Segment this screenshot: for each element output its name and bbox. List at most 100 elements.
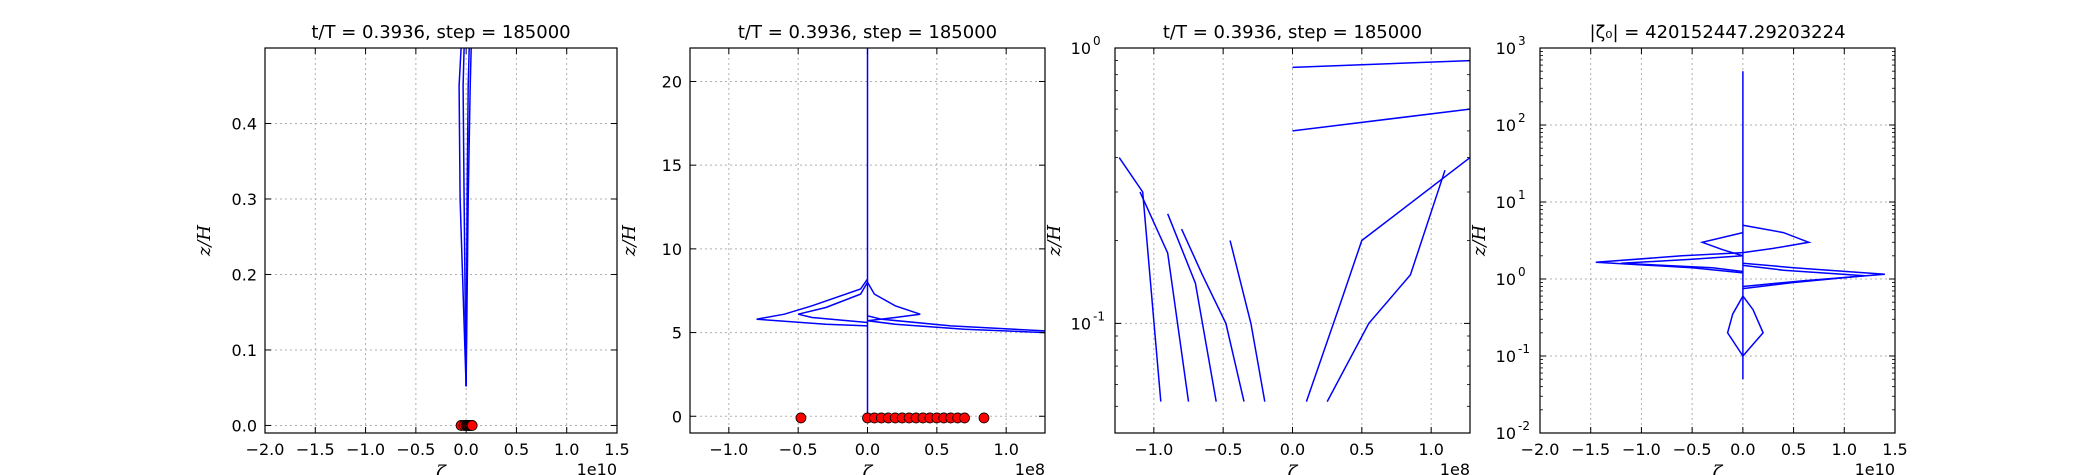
y-tick-label: 0.0 (232, 416, 257, 435)
series-line-1-6 (867, 320, 1045, 334)
y-tick-label: 10 (1496, 39, 1516, 58)
x-tick-label: 1.0 (1418, 440, 1443, 459)
x-axis-label: ζ (1713, 462, 1724, 475)
x-tick-label: −0.5 (396, 440, 435, 459)
y-tick-label: 0.3 (232, 190, 257, 209)
y-tick-label: 0.1 (232, 341, 257, 360)
series-line-1-2 (462, 48, 467, 387)
x-offset-label: 1e10 (577, 460, 617, 475)
x-tick-label: 1.0 (554, 440, 579, 459)
series-line-1-2 (1139, 191, 1190, 402)
x-tick-label: 1.0 (993, 440, 1018, 459)
series-line-1-4 (1742, 262, 1885, 288)
series-line-1-1 (1118, 157, 1162, 402)
axes-frame (1539, 47, 1896, 434)
y-tick-label: 0.4 (232, 114, 257, 133)
series-line-1-5 (1742, 264, 1865, 290)
y-tick-label: 10 (1496, 270, 1516, 289)
series-line-1-7 (1699, 231, 1744, 257)
y-tick-label: 10 (1496, 347, 1516, 366)
data-point (959, 412, 970, 424)
x-tick-label: −1.0 (1622, 440, 1661, 459)
x-axis-label: ζ (436, 462, 447, 475)
y-tick-label: 0.2 (232, 265, 257, 284)
x-tick-label: −1.0 (346, 440, 385, 459)
y-tick-label: 5 (672, 324, 682, 343)
y-tick-exponent: 3 (1518, 34, 1526, 48)
x-offset-label: 1e8 (1015, 460, 1045, 475)
chart-panel-1: −2.0 −1.5 −1.0 −0.5 0.0 0.5 1.0 1.5 0.0 0.1 0.2 0.3… (194, 22, 630, 475)
x-tick-label: 1.5 (1882, 440, 1907, 459)
x-tick-label: 0.0 (855, 440, 880, 459)
series-line-1-4 (866, 281, 921, 322)
y-tick-label: 10 (1071, 39, 1091, 58)
y-tick-label: 10 (1496, 116, 1516, 135)
y-axis-label: z/H (619, 225, 640, 258)
x-tick-label: −2.0 (246, 440, 285, 459)
series-line-1-5 (1229, 240, 1266, 402)
y-axis-label: z/H (1469, 225, 1490, 258)
y-tick-label: 10 (1496, 193, 1516, 212)
x-tick-label: −0.5 (779, 440, 818, 459)
axes-frame (1114, 47, 1471, 434)
chart-title: t/T = 0.3936, step = 185000 (311, 22, 570, 43)
y-tick-exponent: 2 (1518, 111, 1526, 125)
y-axis-label: z/H (1044, 225, 1065, 258)
x-tick-label: −0.5 (1673, 440, 1712, 459)
x-tick-label: −2.0 (1521, 440, 1560, 459)
x-tick-label: 0.5 (1781, 440, 1806, 459)
x-offset-label: 1e10 (1855, 460, 1895, 475)
plot-area (756, 48, 1045, 424)
x-tick-label: −1.5 (1571, 440, 1610, 459)
x-tick-label: 0.0 (1280, 440, 1305, 459)
y-tick-exponent: -2 (1518, 419, 1530, 433)
y-tick-exponent: 1 (1518, 188, 1526, 202)
axes-frame (264, 47, 618, 434)
x-axis-label: ζ (1288, 462, 1299, 475)
x-tick-label: 0.5 (924, 440, 949, 459)
x-tick-label: −1.0 (1134, 440, 1173, 459)
y-tick-exponent: 0 (1093, 34, 1101, 48)
series-line-1-9 (1726, 295, 1744, 357)
y-tick-exponent: 0 (1518, 265, 1526, 279)
x-tick-label: −0.5 (1204, 440, 1243, 459)
chart-title: |ζ₀| = 420152447.29203224 (1589, 22, 1845, 43)
y-tick-label: 20 (662, 72, 682, 91)
x-tick-label: 0.5 (504, 440, 529, 459)
y-tick-label: 10 (1496, 424, 1516, 443)
x-axis-label: ζ (863, 462, 874, 475)
x-tick-label: 1.0 (1832, 440, 1857, 459)
plot-area (1118, 59, 1470, 402)
series-line-1-6 (1742, 224, 1812, 254)
data-point (795, 412, 807, 424)
series-line-1-4 (1180, 228, 1245, 402)
series-line-1-8 (1742, 295, 1764, 357)
series-line-1-3 (1167, 213, 1217, 402)
x-tick-label: 0.0 (453, 440, 478, 459)
y-tick-label: 15 (662, 156, 682, 175)
y-tick-label: 10 (1071, 314, 1091, 333)
series-line-1-1 (458, 48, 467, 387)
series-line-1-2 (756, 278, 869, 327)
series-line-1-3 (798, 281, 869, 324)
chart-panel-2: −1.0 −0.5 0.0 0.5 1.0 0 5 10 15 20 t/T = 0.3936, s… (619, 22, 1046, 475)
x-tick-label: −1.0 (709, 440, 748, 459)
x-tick-label: 1.5 (604, 440, 629, 459)
y-tick-exponent: -1 (1093, 309, 1105, 323)
chart-panel-4: −2.0 −1.5 −1.0 −0.5 0.0 0.5 1.0 1.510-210-110 01… (1469, 22, 1908, 475)
series-line-1-2 (1595, 251, 1743, 274)
y-tick-label: 10 (662, 240, 682, 259)
x-tick-label: 0.5 (1349, 440, 1374, 459)
x-offset-label: 1e8 (1440, 460, 1470, 475)
series-line-1-7 (1326, 169, 1446, 402)
data-point (466, 420, 478, 431)
x-tick-label: 0.0 (1730, 440, 1755, 459)
chart-title: t/T = 0.3936, step = 185000 (1163, 22, 1422, 43)
plot-area (455, 48, 478, 431)
series-line-1-4 (465, 48, 470, 387)
series-line-1-3 (1621, 255, 1743, 273)
x-tick-label: −1.5 (296, 440, 335, 459)
series-line-1-9 (1292, 59, 1470, 69)
